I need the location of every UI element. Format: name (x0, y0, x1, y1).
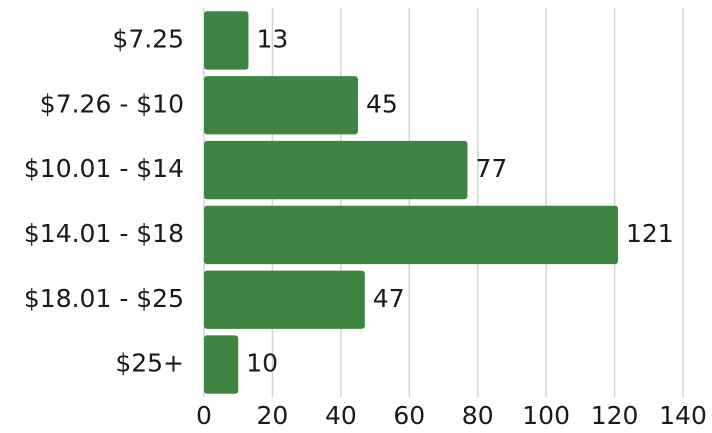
bar (204, 270, 365, 329)
y-tick-label: $18.01 - $25 (24, 284, 184, 313)
y-tick-label: $7.26 - $10 (40, 89, 184, 118)
x-tick-label: 80 (462, 401, 494, 430)
data-label: 47 (373, 284, 405, 313)
y-tick-label: $10.01 - $14 (24, 154, 184, 183)
data-label: 10 (246, 349, 278, 378)
bar (204, 76, 358, 135)
bar (204, 205, 618, 265)
x-tick-label: 40 (325, 401, 357, 430)
y-tick-label: $14.01 - $18 (24, 219, 184, 248)
x-tick-label: 0 (196, 401, 212, 430)
x-tick-label: 140 (659, 401, 707, 430)
x-tick-label: 20 (257, 401, 289, 430)
bar (204, 140, 468, 200)
data-label: 45 (366, 89, 398, 118)
y-tick-label: $25+ (115, 349, 184, 378)
data-label: 121 (626, 219, 674, 248)
x-tick-label: 60 (393, 401, 425, 430)
x-tick-label: 100 (522, 401, 570, 430)
x-tick-label: 120 (591, 401, 639, 430)
data-label: 77 (475, 154, 507, 183)
bar (204, 11, 249, 70)
data-label: 13 (256, 24, 288, 53)
bar (204, 335, 239, 394)
y-tick-label: $7.25 (112, 24, 184, 53)
